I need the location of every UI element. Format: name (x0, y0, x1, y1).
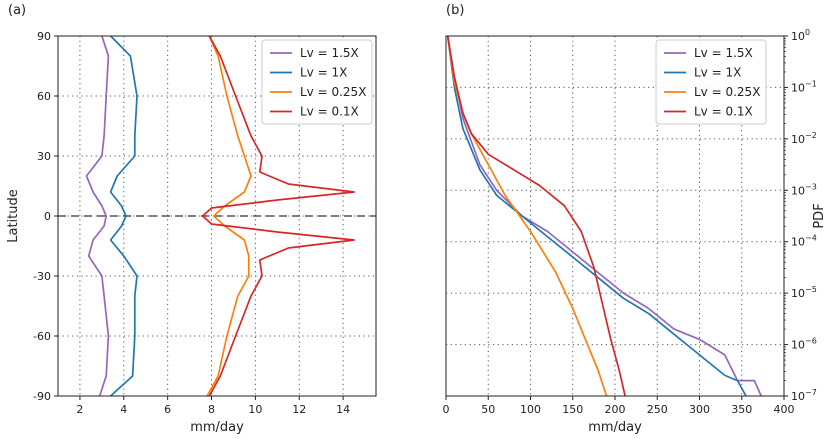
panel-b-x-ticks: 0 50 100 150 200 250 300 350 400 (443, 396, 795, 416)
legend-box (261, 39, 373, 125)
panel-b-legend: Lv = 1.5X Lv = 1X Lv = 0.25X Lv = 0.1X (655, 39, 767, 125)
legend-box (655, 39, 767, 125)
x-tick-label: 400 (774, 403, 795, 416)
series-line-lv-1x (109, 35, 138, 397)
y-tick-label: 10−4 (791, 234, 817, 249)
legend-label: Lv = 1X (694, 66, 741, 80)
panel-b: (b) 0 50 100 150 200 250 300 350 400 10−7 10−6 10−… (443, 3, 828, 435)
y-tick-label: -60 (33, 330, 51, 343)
panel-b-xlabel: mm/day (588, 420, 642, 435)
y-tick-label: 30 (37, 150, 51, 163)
panel-a-label: (a) (8, 3, 26, 18)
y-tick-label: -90 (33, 390, 51, 403)
y-tick-label: 10−5 (791, 285, 817, 300)
panel-a-y-ticks: -90 -60 -30 0 30 60 90 (33, 30, 58, 403)
legend-label: Lv = 1.5X (300, 46, 359, 60)
legend-label: Lv = 0.1X (694, 105, 753, 119)
y-tick-label: 100 (791, 28, 810, 43)
legend-label: Lv = 0.25X (300, 85, 366, 99)
y-tick-label: 10−6 (791, 337, 817, 352)
legend-label: Lv = 0.25X (694, 85, 760, 99)
y-tick-label: 10−1 (791, 79, 817, 94)
panel-a-x-ticks: 2 4 6 8 10 12 14 (76, 396, 350, 416)
y-tick-label: 0 (44, 210, 51, 223)
legend-label: Lv = 0.1X (300, 105, 359, 119)
series-line-lv-1-5x (446, 35, 762, 397)
x-tick-label: 6 (164, 403, 171, 416)
panel-b-ylabel: PDF (812, 203, 827, 228)
legend-label: Lv = 1.5X (694, 46, 753, 60)
x-tick-label: 14 (336, 403, 350, 416)
x-tick-label: 100 (520, 403, 541, 416)
x-tick-label: 8 (208, 403, 215, 416)
series-line-lv-0-1x (201, 35, 355, 397)
x-tick-label: 150 (562, 403, 583, 416)
panel-a: (a) 2 4 6 8 10 12 14 -90 -60 -30 0 30 60 90 mm/day L… (6, 3, 377, 435)
series-line-lv-1x (446, 35, 747, 397)
panel-b-series (446, 35, 762, 397)
panel-b-label: (b) (446, 3, 464, 18)
y-tick-label: 90 (37, 30, 51, 43)
y-tick-label: 60 (37, 90, 51, 103)
series-line-lv-0-25x (206, 35, 252, 397)
x-tick-label: 0 (443, 403, 450, 416)
panel-a-xlabel: mm/day (190, 420, 244, 435)
x-tick-label: 250 (647, 403, 668, 416)
x-tick-label: 12 (292, 403, 306, 416)
x-tick-label: 2 (76, 403, 83, 416)
y-tick-label: 10−3 (791, 182, 817, 197)
x-tick-label: 10 (248, 403, 262, 416)
panel-a-legend: Lv = 1.5X Lv = 1X Lv = 0.25X Lv = 0.1X (261, 39, 373, 125)
x-tick-label: 200 (605, 403, 626, 416)
x-tick-label: 300 (689, 403, 710, 416)
y-tick-label: -30 (33, 270, 51, 283)
y-tick-label: 10−2 (791, 131, 817, 146)
series-line-lv-0-25x (446, 35, 608, 397)
x-tick-label: 50 (481, 403, 495, 416)
panel-a-series (85, 35, 355, 397)
legend-label: Lv = 1X (300, 66, 347, 80)
y-tick-label: 10−7 (791, 388, 817, 403)
x-tick-label: 350 (731, 403, 752, 416)
series-line-lv-0-1x (446, 35, 626, 397)
series-line-lv-1-5x (85, 35, 110, 397)
panel-a-ylabel: Latitude (6, 189, 21, 243)
x-tick-label: 4 (120, 403, 127, 416)
